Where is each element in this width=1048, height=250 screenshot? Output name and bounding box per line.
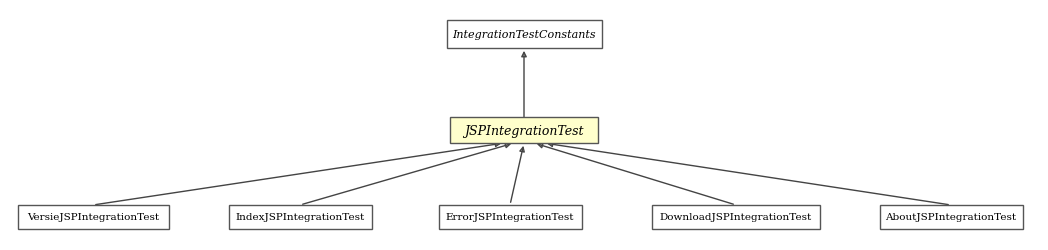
Bar: [438, 205, 582, 229]
Bar: [879, 205, 1023, 229]
Text: ErrorJSPIntegrationTest: ErrorJSPIntegrationTest: [445, 213, 574, 222]
Bar: [228, 205, 371, 229]
Bar: [450, 118, 598, 144]
Text: IntegrationTestConstants: IntegrationTestConstants: [452, 30, 596, 40]
Bar: [446, 21, 602, 49]
Text: AboutJSPIntegrationTest: AboutJSPIntegrationTest: [886, 213, 1017, 222]
Text: VersieJSPIntegrationTest: VersieJSPIntegrationTest: [27, 213, 159, 222]
Text: IndexJSPIntegrationTest: IndexJSPIntegrationTest: [236, 213, 365, 222]
Text: JSPIntegrationTest: JSPIntegrationTest: [464, 124, 584, 137]
Text: DownloadJSPIntegrationTest: DownloadJSPIntegrationTest: [660, 213, 812, 222]
Bar: [18, 205, 169, 229]
Bar: [652, 205, 820, 229]
